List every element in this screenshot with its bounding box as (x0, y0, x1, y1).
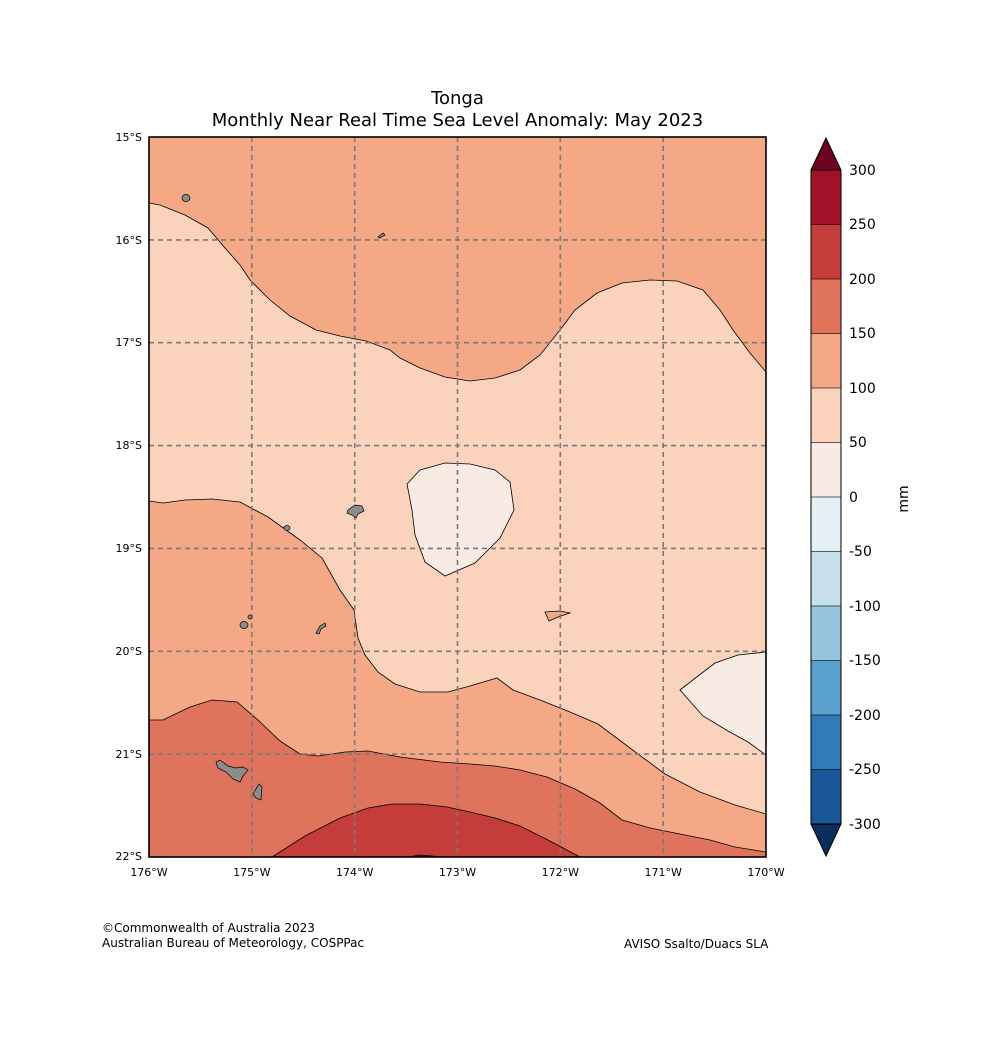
island (247, 614, 253, 620)
island (252, 783, 263, 801)
map-subtitle: Monthly Near Real Time Sea Level Anomaly… (211, 110, 704, 131)
lat-tick-label: 16°S (116, 234, 142, 247)
colorbar-segment (810, 387, 842, 444)
colorbar-tick-label: 100 (849, 381, 876, 397)
colorbar-segment (810, 333, 842, 389)
colorbar-tick-label: -50 (849, 544, 872, 560)
colorbar-frame (810, 169, 842, 825)
lat-tick-label: 18°S (116, 439, 142, 452)
colorbar-extend-min (810, 823, 842, 858)
colorbar-tick-label: 50 (849, 435, 867, 451)
colorbar-segment (810, 442, 842, 498)
island (283, 525, 291, 531)
gridlines (149, 137, 766, 857)
colorbar-tick-label: -150 (849, 653, 881, 669)
map-frame (148, 136, 767, 858)
colorbar-tick-label: -200 (849, 708, 881, 724)
map-area (149, 137, 766, 857)
data-source-text: AVISO Ssalto/Duacs SLA (624, 937, 769, 951)
colorbar-tick-label: -100 (849, 599, 881, 615)
colorbar-segment (810, 769, 842, 825)
lon-tick-labels: 176°W 175°W 174°W 173°W 172°W 171°W 170°… (130, 866, 784, 879)
anomaly-200-250-region (271, 803, 581, 857)
lon-tick-label: 174°W (336, 866, 373, 879)
colorbar-tick-label: 200 (849, 272, 876, 288)
lat-tick-label: 20°S (116, 645, 142, 658)
lat-tick-labels: 15°S 16°S 17°S 18°S 19°S 20°S 21°S 22°S (116, 131, 142, 863)
anomaly-100-150-patch (544, 610, 572, 622)
anomaly-0-50-region-east (679, 651, 766, 756)
colorbar-segment (810, 224, 842, 280)
colorbar-segment (810, 278, 842, 335)
colorbar-tick-label: 0 (849, 490, 858, 506)
colorbar-tick-label: 300 (849, 163, 876, 179)
anomaly-0-50-region (406, 462, 515, 577)
copyright-text: ©Commonwealth of Australia 2023 (102, 921, 315, 935)
lon-tick-label: 175°W (233, 866, 270, 879)
lon-tick-label: 170°W (747, 866, 784, 879)
colorbar-tick-label: -300 (849, 817, 881, 833)
colorbar-segment (810, 660, 842, 716)
colorbar-segment (810, 169, 842, 226)
colorbar-segment (810, 605, 842, 662)
island (315, 622, 327, 635)
colorbar-unit-label: mm (896, 485, 912, 512)
colorbar-tick-label: -250 (849, 762, 881, 778)
lat-tick-label: 19°S (116, 542, 142, 555)
island (215, 759, 249, 783)
colorbar-segment (810, 551, 842, 607)
colorbar-tick-label: 250 (849, 217, 876, 233)
lon-tick-label: 173°W (439, 866, 476, 879)
lat-tick-label: 22°S (116, 850, 142, 863)
lon-tick-label: 172°W (542, 866, 579, 879)
colorbar-tick-label: 150 (849, 326, 876, 342)
lat-tick-label: 17°S (116, 336, 142, 349)
colorbar-segment (810, 496, 842, 553)
lat-tick-label: 21°S (116, 748, 142, 761)
islands (181, 194, 386, 801)
lat-tick-label: 15°S (116, 131, 142, 144)
colorbar-extend-max (810, 136, 842, 171)
island (239, 621, 249, 629)
island (346, 504, 365, 519)
colorbar-segment (810, 714, 842, 771)
colorbar-segments (810, 169, 842, 825)
lon-tick-label: 176°W (130, 866, 167, 879)
island (377, 232, 386, 239)
lon-tick-label: 171°W (645, 866, 682, 879)
agency-text: Australian Bureau of Meteorology, COSPPa… (102, 936, 365, 950)
colorbar: 300 250 200 150 100 50 0 -50 -100 -150 -… (810, 136, 912, 858)
island (181, 194, 191, 202)
map-title: Tonga (431, 88, 484, 109)
